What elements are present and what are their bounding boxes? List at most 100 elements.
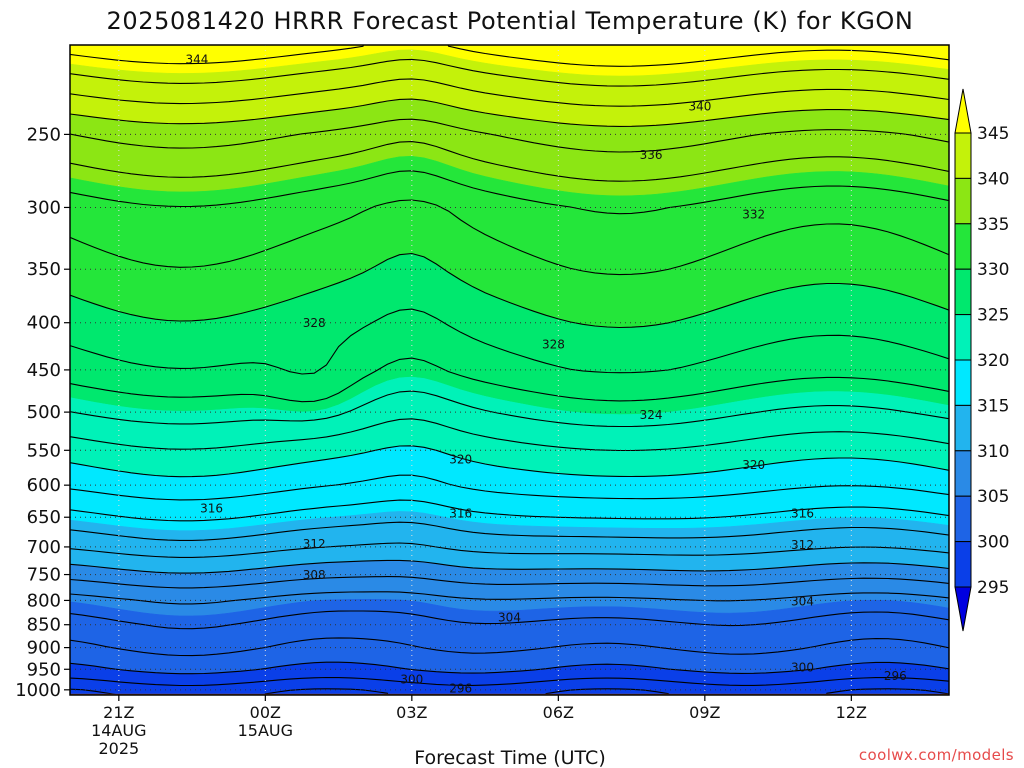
contour-line	[70, 199, 949, 276]
x-tick-label: 00Z	[250, 703, 281, 722]
chart-title: 2025081420 HRRR Forecast Potential Tempe…	[107, 7, 914, 35]
y-tick-label: 700	[27, 537, 61, 558]
theta-contour-lines	[70, 45, 949, 695]
contour-label: 296	[449, 681, 472, 695]
contour-label: 300	[791, 661, 814, 675]
contour-label-text: 300	[400, 672, 423, 686]
contour-line	[70, 357, 949, 403]
x-tick-year: 2025	[98, 739, 139, 758]
y-tick-label: 400	[27, 313, 61, 334]
colorbar-label: 305	[977, 487, 1009, 507]
colorbar-segment	[954, 541, 972, 588]
contour-label-text: 328	[542, 338, 565, 352]
colorbar-label: 300	[977, 533, 1009, 553]
x-tick-label: 21Z	[103, 703, 134, 722]
contour-label: 316	[200, 501, 223, 515]
y-tick-label: 1000	[15, 680, 61, 701]
contour-line	[70, 390, 949, 428]
colorbar-segment	[954, 404, 972, 452]
x-tick-label: 03Z	[396, 703, 427, 722]
colorbar-bottom-arrow	[954, 586, 972, 632]
contour-line	[70, 676, 949, 687]
x-tick-date: 15AUG	[238, 721, 293, 740]
colorbar: 345 340 335 330 325 320 315 310 305 300 295	[954, 88, 1009, 632]
contour-line	[70, 78, 949, 107]
contour-line	[70, 610, 949, 630]
y-tick-label: 650	[27, 507, 61, 528]
contour-label: 316	[449, 506, 472, 520]
contour-label-text: 312	[303, 537, 326, 551]
colorbar-segment	[954, 495, 972, 543]
grid-lines	[70, 45, 949, 695]
contour-line	[70, 559, 949, 574]
contour-label: 312	[791, 538, 814, 552]
contour-label-text: 316	[200, 501, 223, 515]
theta-color-bands	[70, 45, 949, 728]
colorbar-label: 340	[977, 169, 1009, 189]
contour-label-text: 316	[449, 506, 472, 520]
x-axis-label: Forecast Time (UTC)	[414, 747, 605, 768]
contour-label: 300	[400, 672, 423, 686]
contour-line	[70, 474, 949, 501]
y-tick-label: 550	[27, 440, 61, 461]
contour-label-text: 296	[449, 681, 472, 695]
contour-line	[70, 308, 949, 375]
contour-line	[70, 418, 949, 452]
contour-label: 308	[303, 568, 326, 582]
contour-label: 312	[303, 537, 326, 551]
credit-text: coolwx.com/models	[859, 746, 1014, 764]
contour-line	[70, 445, 949, 478]
contour-line	[70, 499, 949, 522]
x-tick-date: 14AUG	[91, 721, 146, 740]
colorbar-label: 325	[977, 306, 1009, 326]
contour-label: 340	[688, 100, 711, 114]
y-tick-label: 500	[27, 402, 61, 423]
y-tick-label: 850	[27, 615, 61, 636]
contour-line	[70, 252, 949, 329]
contour-label-text: 312	[791, 538, 814, 552]
colorbar-label: 295	[977, 578, 1009, 598]
contour-label-text: 296	[884, 669, 907, 683]
contour-label: 336	[640, 148, 663, 162]
contour-label: 320	[742, 458, 765, 472]
colorbar-label: 345	[977, 124, 1009, 144]
colorbar-label: 310	[977, 442, 1009, 462]
contour-label: 316	[791, 506, 814, 520]
colorbar-label: 330	[977, 260, 1009, 280]
x-tick-label: 12Z	[836, 703, 867, 722]
contour-label: 328	[303, 316, 326, 330]
contour-label-text: 332	[742, 208, 765, 222]
contour-line	[70, 58, 949, 87]
contour-label: 344	[186, 52, 209, 66]
colorbar-segment	[954, 177, 972, 225]
contour-label-text: 340	[688, 100, 711, 114]
y-tick-label: 600	[27, 475, 61, 496]
contour-label-text: 304	[498, 611, 521, 625]
contour-label: 328	[542, 338, 565, 352]
color-band	[70, 715, 949, 728]
contour-line	[70, 118, 949, 153]
colorbar-label: 320	[977, 351, 1009, 371]
contour-label-text: 300	[791, 661, 814, 675]
x-tick-label: 06Z	[543, 703, 574, 722]
contour-label-text: 308	[303, 568, 326, 582]
contour-label-text: 336	[640, 148, 663, 162]
colorbar-segment	[954, 268, 972, 316]
contour-label-text: 316	[791, 506, 814, 520]
contour-label: 332	[742, 208, 765, 222]
contour-line	[70, 45, 949, 67]
y-tick-label: 950	[27, 659, 61, 680]
contour-line	[70, 170, 949, 215]
y-tick-label: 750	[27, 565, 61, 586]
contour-label: 296	[884, 669, 907, 683]
contour-line	[70, 576, 949, 589]
contour-label-text: 320	[742, 458, 765, 472]
contour-label: 304	[791, 594, 814, 608]
contour-label-text: 328	[303, 316, 326, 330]
contour-label-text: 324	[640, 408, 663, 422]
contour-line	[70, 637, 949, 657]
colorbar-label: 315	[977, 396, 1009, 416]
y-tick-label: 800	[27, 590, 61, 611]
y-tick-label: 350	[27, 259, 61, 280]
